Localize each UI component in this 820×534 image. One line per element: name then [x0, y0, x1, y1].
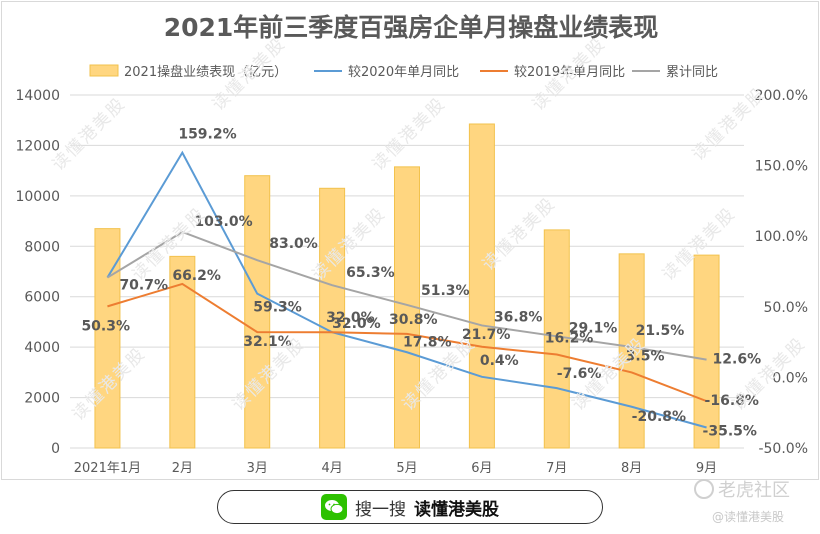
brand-handle: @读懂港美股 — [712, 510, 785, 524]
logo-circle-icon — [694, 479, 714, 499]
data-label: -7.6% — [557, 366, 602, 382]
data-label: 32.1% — [243, 334, 292, 350]
legend-label: 较2020年单月同比 — [348, 65, 459, 80]
data-label: 0.4% — [480, 353, 519, 369]
brand-logo-name: 老虎社区 — [718, 480, 790, 501]
y-left-tick-label: 8000 — [24, 239, 60, 255]
data-label: -35.5% — [703, 424, 757, 440]
y-right-tick-label: 150.0% — [755, 159, 808, 175]
y-right-tick-label: 0.0% — [772, 370, 808, 386]
search-brand: 读懂港美股 — [414, 499, 499, 520]
data-label: 51.3% — [421, 283, 470, 299]
y-left-tick-label: 10000 — [15, 189, 60, 205]
x-tick-label: 6月 — [471, 461, 492, 476]
data-label: -16.8% — [705, 393, 759, 409]
x-tick-label: 7月 — [546, 461, 567, 476]
x-tick-label: 2月 — [172, 461, 193, 476]
search-banner[interactable]: 搜一搜 读懂港美股 — [217, 490, 603, 524]
x-tick-label: 5月 — [396, 461, 417, 476]
x-tick-label: 9月 — [696, 461, 717, 476]
series-line — [106, 150, 707, 429]
bar — [319, 187, 346, 449]
data-label: -20.8% — [632, 409, 686, 425]
y-left-tick-label: 4000 — [24, 340, 60, 356]
legend: 2021操盘业绩表现（亿元） 较2020年单月同比 较2019年单月同比 累计同比 — [89, 64, 718, 80]
data-label: 59.3% — [253, 300, 302, 316]
data-label: 70.7% — [119, 278, 168, 294]
wechat-icon — [321, 494, 347, 520]
data-label: 65.3% — [346, 265, 395, 281]
bar — [693, 254, 720, 449]
legend-label: 较2019年单月同比 — [514, 65, 625, 80]
data-label: 30.8% — [389, 312, 438, 328]
legend-label: 累计同比 — [666, 65, 718, 80]
chart-frame: 2021年前三季度百强房企单月操盘业绩表现 70.7% 159.2% 59.3% 32… — [1, 1, 819, 480]
chart: 2021年前三季度百强房企单月操盘业绩表现 70.7% 159.2% 59.3% 32… — [15, 13, 808, 476]
data-label: 3.5% — [626, 348, 665, 364]
data-label: 21.5% — [636, 323, 685, 339]
y-left-tick-label: 14000 — [15, 88, 60, 104]
data-label: 36.8% — [494, 309, 543, 325]
data-label: 12.6% — [713, 352, 762, 368]
search-prefix: 搜一搜 — [355, 499, 406, 520]
bar-series — [94, 123, 720, 449]
y-left-tick-label: 0 — [51, 441, 60, 457]
x-tick-label: 2021年1月 — [74, 461, 141, 476]
data-label: 21.7% — [462, 327, 511, 343]
data-labels: 70.7% 159.2% 59.3% 32.0% 17.8% 0.4% -7.6% -20.8… — [81, 127, 761, 440]
series-line — [106, 230, 707, 361]
data-label: 66.2% — [172, 268, 221, 284]
y-right-tick-label: 200.0% — [755, 88, 808, 104]
legend-swatch — [89, 64, 119, 77]
y-left-tick-label: 6000 — [24, 290, 60, 306]
legend-label: 2021操盘业绩表现（亿元） — [124, 64, 287, 80]
bar — [169, 255, 196, 449]
y-right-tick-label: 100.0% — [755, 229, 808, 245]
line-series — [106, 150, 707, 429]
y-left-tick-label: 12000 — [15, 138, 60, 154]
data-label: 32.0% — [332, 316, 381, 332]
data-label: 50.3% — [81, 318, 130, 334]
data-label: 159.2% — [178, 127, 236, 143]
bar — [618, 253, 645, 449]
axes: 0 2000 4000 6000 8000 10000 12000 14000 -50.0% 0.… — [15, 88, 808, 476]
x-tick-label: 4月 — [321, 461, 342, 476]
y-right-tick-label: -50.0% — [758, 441, 808, 457]
bar — [244, 175, 271, 449]
y-right-tick-label: 50.0% — [764, 300, 808, 316]
brand-logo: 老虎社区 — [694, 476, 790, 502]
series-line — [107, 282, 707, 403]
bar — [468, 123, 495, 449]
data-label: 32.0% — [326, 310, 375, 326]
chart-title: 2021年前三季度百强房企单月操盘业绩表现 — [164, 13, 659, 42]
x-tick-label: 8月 — [621, 461, 642, 476]
data-label: 83.0% — [269, 236, 318, 252]
data-label: 16.2% — [545, 331, 594, 347]
y-left-tick-label: 2000 — [24, 391, 60, 407]
data-label: 103.0% — [194, 214, 252, 230]
x-tick-label: 3月 — [247, 461, 268, 476]
data-label: 29.1% — [569, 320, 618, 336]
data-label: 17.8% — [403, 334, 452, 350]
